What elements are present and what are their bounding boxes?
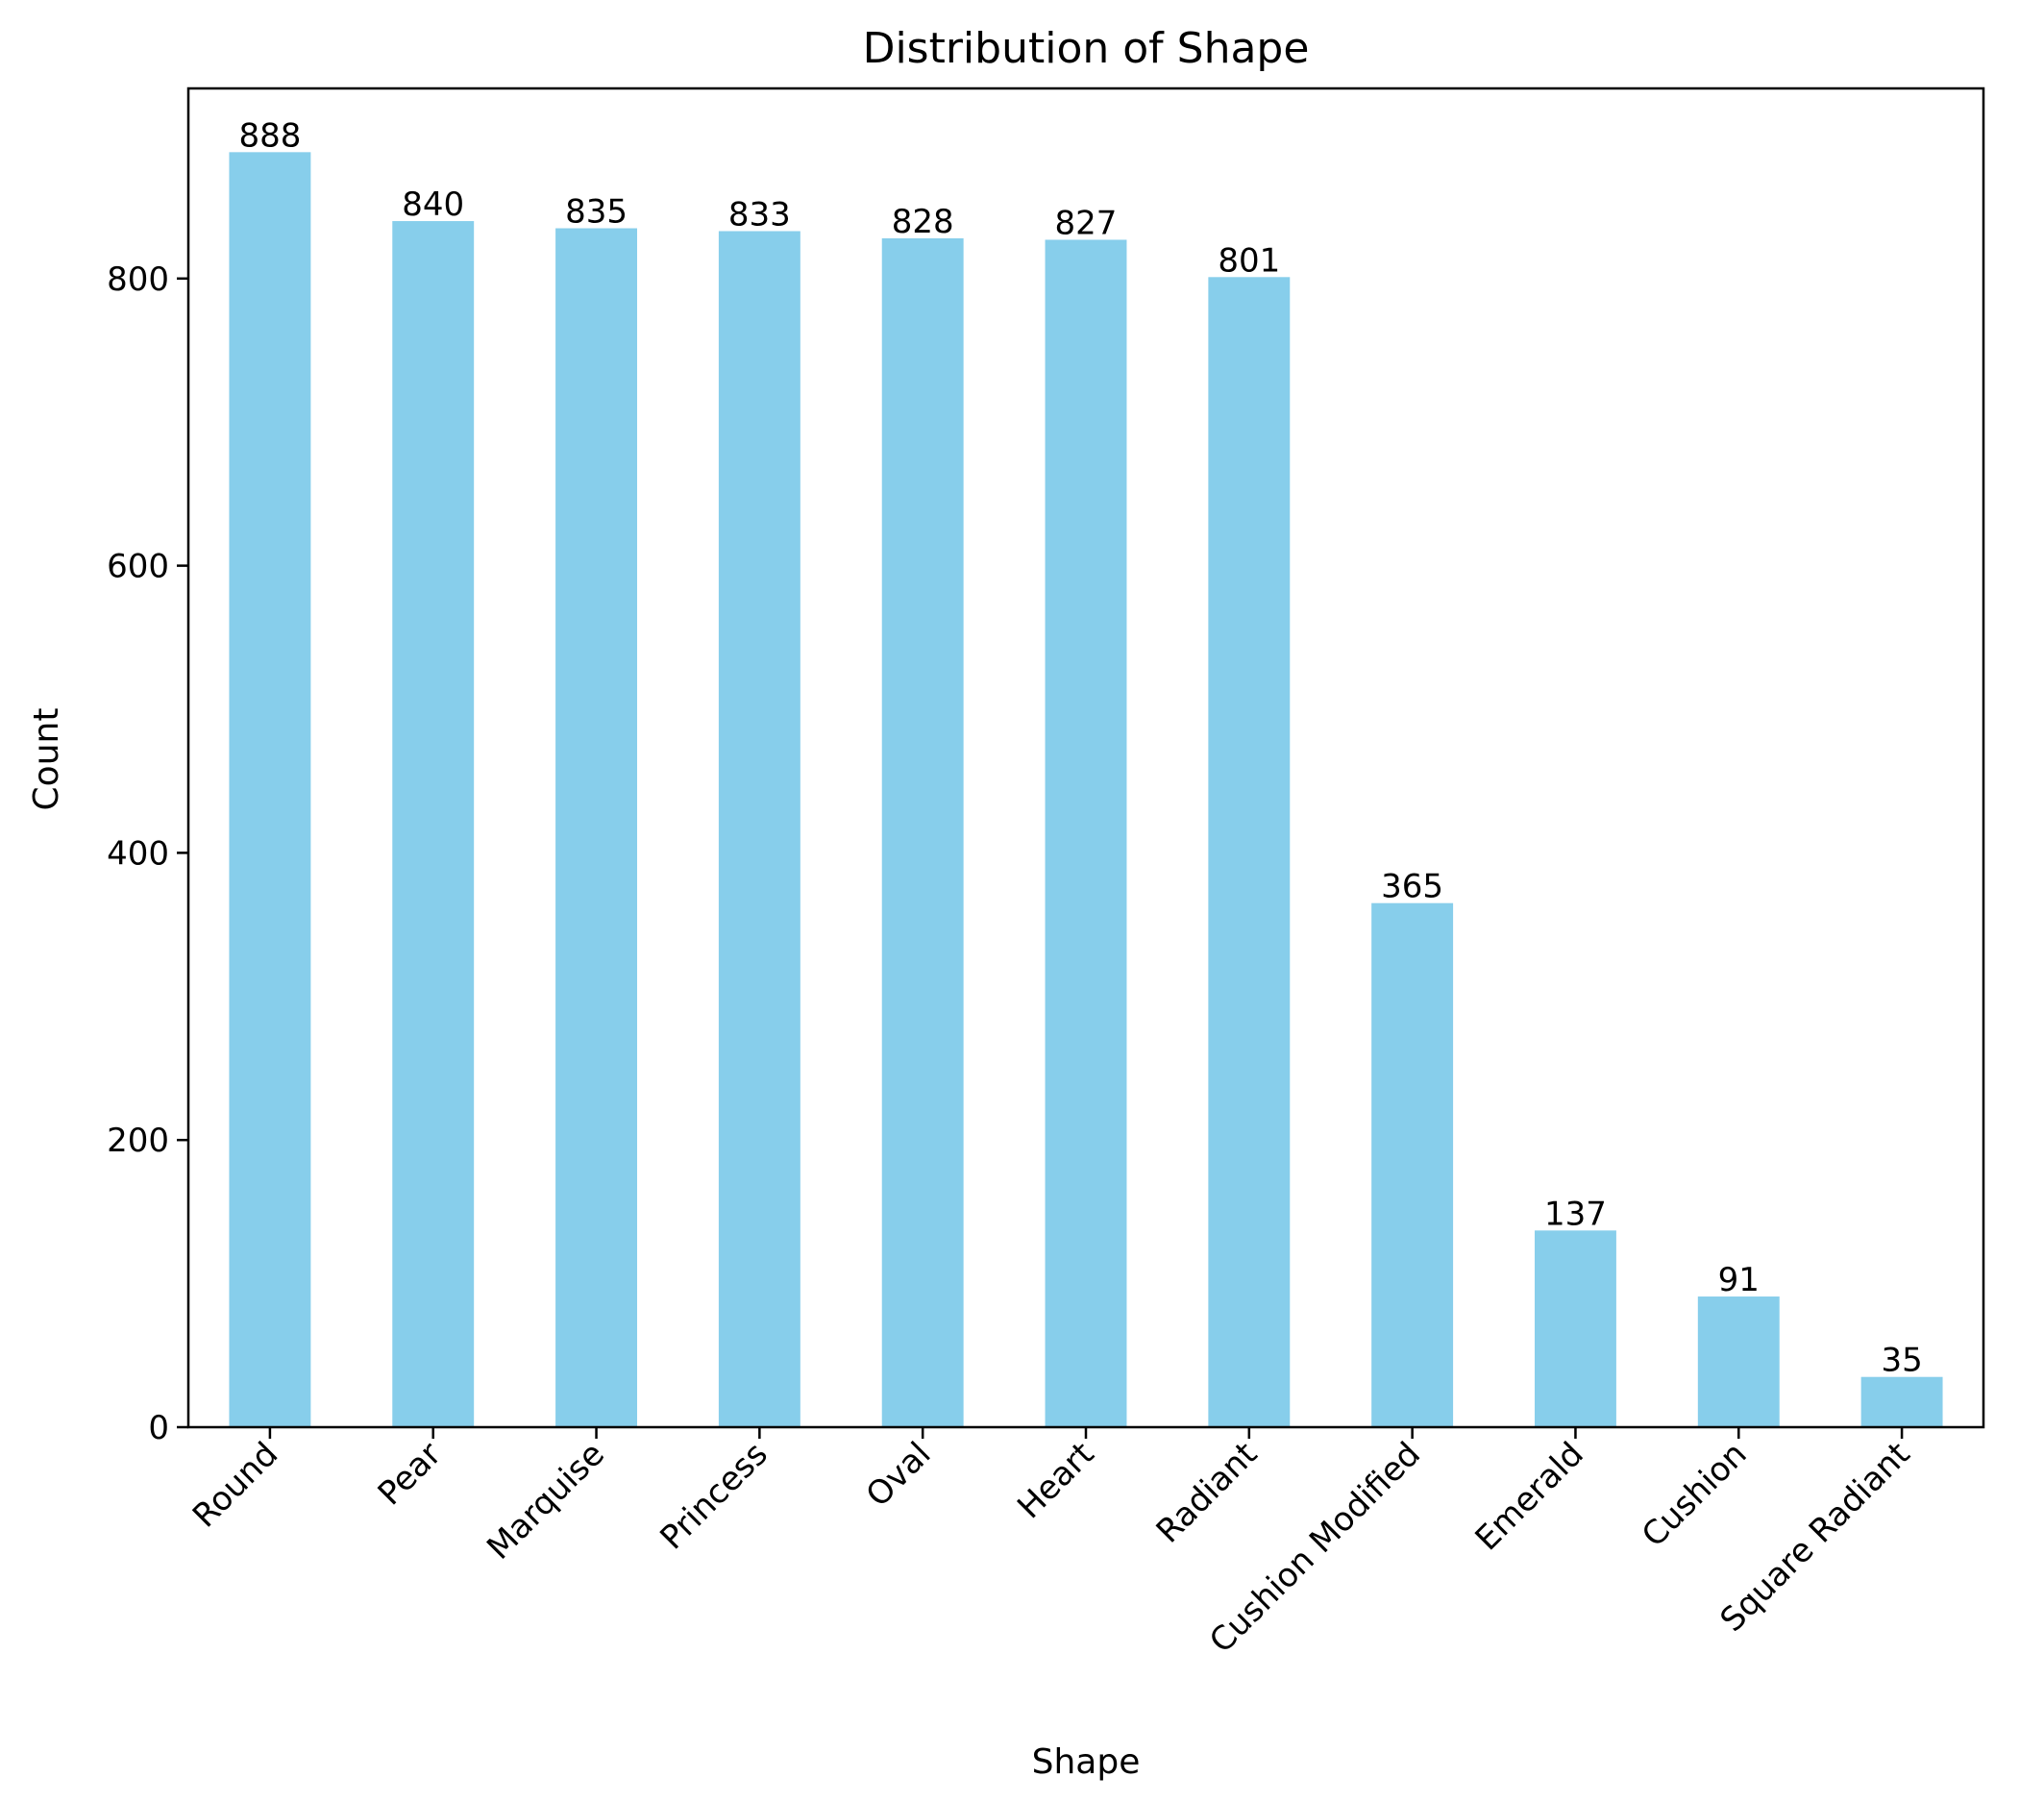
x-tick-label: Heart [1010, 1435, 1101, 1526]
bar-marquise [555, 228, 637, 1427]
bar-princess [718, 231, 800, 1427]
x-tick-label: Emerald [1468, 1435, 1591, 1558]
x-tick-label: Pear [371, 1435, 449, 1513]
value-labels-group: 888 840 835 833 828 827 801 365 137 91 35 [238, 116, 1922, 1379]
y-tick-label: 400 [107, 834, 169, 873]
x-tick-label: Princess [653, 1435, 776, 1557]
y-tick-label: 800 [107, 260, 169, 299]
x-axis-label: Shape [1032, 1742, 1141, 1782]
bars-group [229, 152, 1943, 1428]
x-tick-label: Radiant [1149, 1435, 1266, 1551]
bar-cushion [1697, 1296, 1780, 1427]
x-tick-label: Round [185, 1435, 285, 1535]
bar-heart [1045, 239, 1127, 1428]
value-label: 835 [565, 193, 628, 232]
y-axis: 0 200 400 600 800 [107, 260, 188, 1447]
x-tick-label: Cushion [1635, 1435, 1755, 1555]
chart-title: Distribution of Shape [863, 24, 1310, 73]
value-label: 840 [402, 185, 464, 224]
x-axis: Round Pear Marquise Princess Oval Heart Radian… [185, 1427, 1917, 1661]
bar-emerald [1535, 1230, 1616, 1427]
value-label: 91 [1718, 1261, 1760, 1299]
bar-pear [392, 221, 475, 1427]
value-label: 833 [728, 196, 791, 235]
value-label: 365 [1381, 868, 1443, 906]
bar-radiant [1208, 277, 1291, 1428]
value-label: 137 [1544, 1195, 1607, 1233]
y-tick-label: 0 [148, 1409, 169, 1447]
value-label: 828 [892, 203, 954, 241]
x-tick-label: Marquise [480, 1435, 612, 1567]
bar-oval [881, 237, 964, 1427]
y-axis-label: Count [27, 708, 66, 811]
bar-square-radiant [1860, 1376, 1943, 1427]
value-label: 888 [238, 116, 301, 155]
value-label: 35 [1881, 1342, 1922, 1380]
value-label: 827 [1055, 204, 1118, 242]
x-tick-label: Oval [859, 1435, 939, 1515]
bar-round [229, 152, 311, 1427]
bar-cushion-modified [1371, 902, 1454, 1427]
value-label: 801 [1218, 241, 1280, 280]
y-tick-label: 600 [107, 548, 169, 586]
y-tick-label: 200 [107, 1122, 169, 1160]
